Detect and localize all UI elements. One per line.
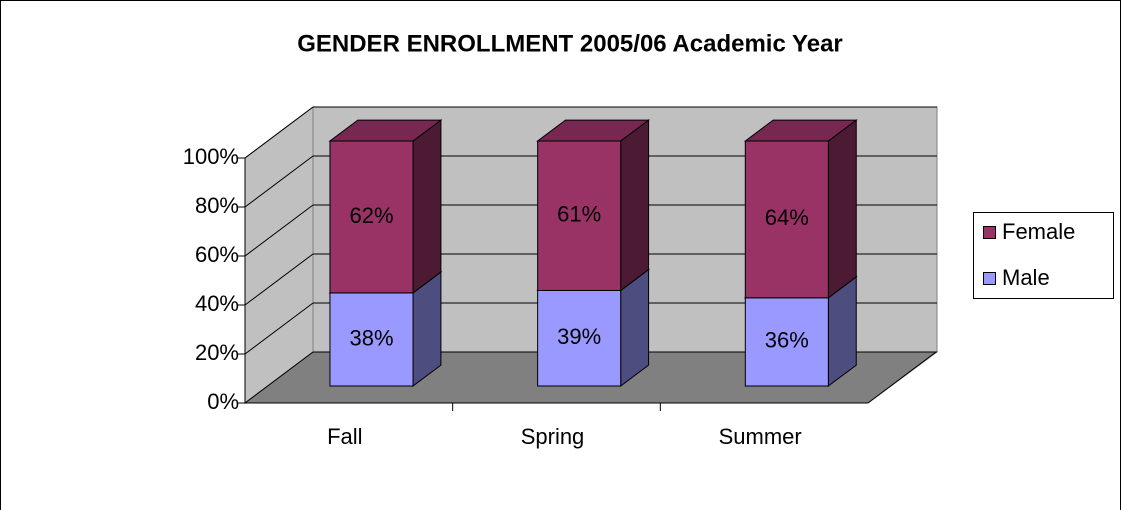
data-label: 39% [557,324,601,349]
grid-line [244,351,314,404]
legend-swatch [983,226,996,239]
y-tick-label: 20% [195,340,239,365]
bar-side [827,119,857,299]
grid-line [244,302,314,355]
legend [973,212,1114,299]
y-tick-label: 60% [195,242,239,267]
data-label: 38% [349,325,393,350]
legend-label: Male [1002,265,1050,290]
grid-line [244,106,314,159]
y-tick-label: 0% [207,389,239,414]
x-tick-label: Fall [327,424,362,449]
bar [329,292,414,387]
x-tick-label: Summer [719,424,802,449]
floor-edge [867,351,937,404]
data-label: 36% [765,328,809,353]
x-tick-label: Spring [521,424,585,449]
bar [537,289,622,387]
bar [744,140,829,299]
data-label: 61% [557,202,601,227]
data-label: 62% [349,203,393,228]
chart-title: GENDER ENROLLMENT 2005/06 Academic Year [297,30,843,57]
y-tick-label: 80% [195,193,239,218]
legend-label: Female [1002,219,1075,244]
y-tick-label: 100% [183,144,239,169]
bar [744,297,829,387]
side-wall [244,106,314,404]
y-tick-label: 40% [195,291,239,316]
grid-line [244,155,314,208]
bar-side [412,119,442,294]
bar-side [620,119,650,292]
bar [329,140,414,294]
grid-line [244,204,314,257]
bar [537,140,622,291]
data-label: 64% [765,205,809,230]
legend-swatch [983,272,996,285]
grid-line [244,253,314,306]
